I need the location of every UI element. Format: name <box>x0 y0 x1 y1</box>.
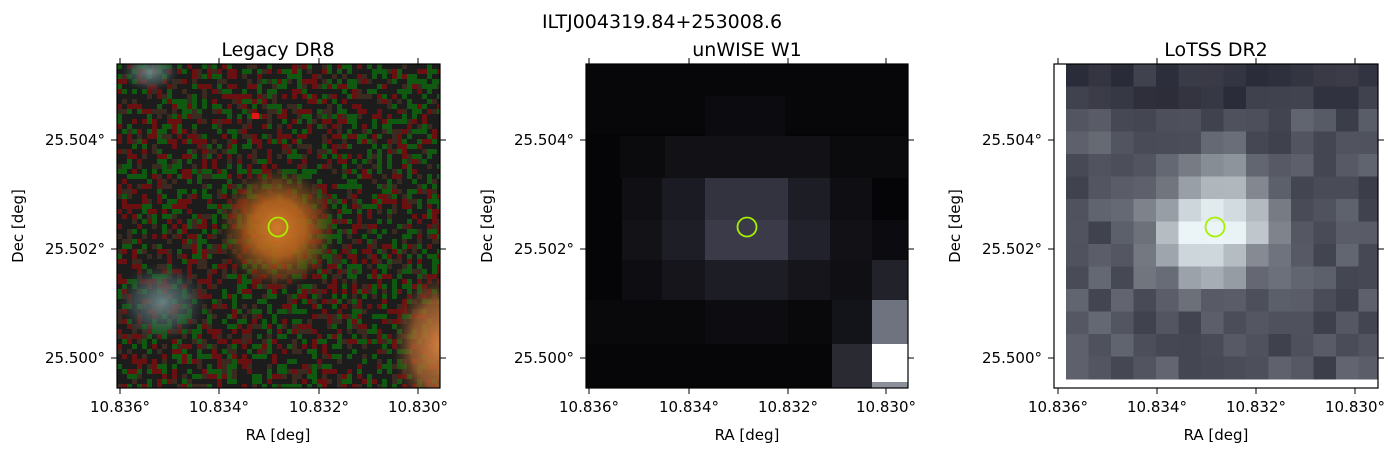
legacy-xtick-label: 10.832° <box>289 398 349 416</box>
lotss-pixels <box>1066 64 1378 380</box>
lotss-ytick-label: 25.502° <box>982 240 1042 258</box>
lotss-axes: RA [deg] Dec [deg] 10.836° 10.834° 10.83… <box>946 58 1385 444</box>
lotss-target-marker <box>1204 216 1226 238</box>
unwise-xticks: 10.836° 10.834° 10.832° 10.830° <box>559 58 916 416</box>
unwise-pixels <box>586 64 908 388</box>
unwise-axes: RA [deg] Dec [deg] 10.836° 10.834° 10.83… <box>478 58 916 444</box>
unwise-ytick-label: 25.504° <box>514 131 574 149</box>
unwise-xtick-label: 10.830° <box>856 398 916 416</box>
legacy-xticks: 10.836° 10.834° 10.832° 10.830° <box>90 58 448 416</box>
legacy-noise-pixels <box>117 64 440 388</box>
legacy-central-galaxy <box>218 166 338 290</box>
lotss-xtick-label: 10.830° <box>1325 398 1385 416</box>
unwise-xlabel: RA [deg] <box>715 426 780 444</box>
panel-lotss-title: LoTSS DR2 <box>1164 39 1268 61</box>
legacy-target-marker <box>267 216 289 238</box>
unwise-xtick-label: 10.832° <box>758 398 818 416</box>
unwise-ytick-label: 25.502° <box>514 240 574 258</box>
lotss-yticks: 25.504° 25.502° 25.500° <box>982 131 1384 367</box>
panel-unwise-title: unWISE W1 <box>692 39 801 61</box>
lotss-xticks: 10.836° 10.834° 10.832° 10.830° <box>1028 58 1385 416</box>
lotss-ytick-label: 25.504° <box>982 131 1042 149</box>
lotss-xlabel: RA [deg] <box>1184 426 1249 444</box>
lotss-image <box>1054 64 1378 388</box>
panel-lotss: LoTSS DR2 RA [deg] Dec [deg] 10.836° 10.… <box>946 39 1385 444</box>
legacy-axes: RA [deg] Dec [deg] 10.836° 10.834° 10.83… <box>9 58 448 444</box>
unwise-xtick-label: 10.834° <box>659 398 719 416</box>
unwise-target-marker <box>736 216 758 238</box>
lotss-xtick-label: 10.834° <box>1127 398 1187 416</box>
unwise-xtick-label: 10.836° <box>559 398 619 416</box>
panel-unwise: unWISE W1 <box>478 39 916 444</box>
legacy-xlabel: RA [deg] <box>246 426 311 444</box>
legacy-ytick-label: 25.500° <box>45 349 105 367</box>
legacy-xtick-label: 10.830° <box>388 398 448 416</box>
legacy-xtick-label: 10.834° <box>189 398 249 416</box>
unwise-ylabel: Dec [deg] <box>478 189 496 263</box>
unwise-yticks: 25.504° 25.502° 25.500° <box>514 131 914 367</box>
legacy-xtick-label: 10.836° <box>90 398 150 416</box>
panel-legacy-title: Legacy DR8 <box>221 39 334 61</box>
lotss-xtick-label: 10.832° <box>1226 398 1286 416</box>
unwise-ytick-label: 25.500° <box>514 349 574 367</box>
lotss-ytick-label: 25.500° <box>982 349 1042 367</box>
legacy-frame <box>116 63 441 389</box>
legacy-top-galaxy <box>120 64 180 92</box>
legacy-ytick-label: 25.504° <box>45 131 105 149</box>
unwise-image <box>586 64 908 388</box>
figure-suptitle: ILTJ004319.84+253008.6 <box>542 11 782 33</box>
legacy-ytick-label: 25.502° <box>45 240 105 258</box>
legacy-edge-source <box>392 273 440 388</box>
legacy-yticks: 25.504° 25.502° 25.500° <box>45 131 446 367</box>
lotss-ylabel: Dec [deg] <box>946 189 964 263</box>
lotss-frame <box>1053 63 1379 389</box>
legacy-left-galaxy <box>117 262 208 342</box>
legacy-ylabel: Dec [deg] <box>9 189 27 263</box>
legacy-image <box>117 64 440 388</box>
unwise-frame <box>585 63 909 389</box>
panel-legacy: Legacy DR8 RA [deg] Dec [deg] 10.836° 10… <box>9 39 448 444</box>
lotss-xtick-label: 10.836° <box>1028 398 1088 416</box>
